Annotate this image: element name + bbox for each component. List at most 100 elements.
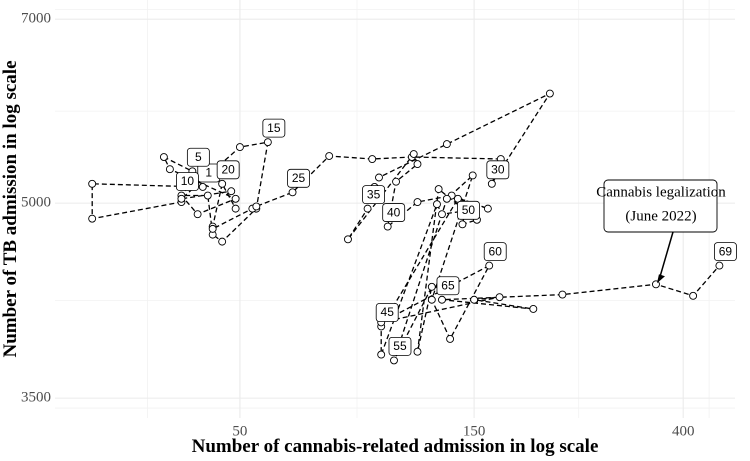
point bbox=[231, 194, 240, 203]
point-label: 20 bbox=[216, 160, 240, 180]
x-tick-label: 400 bbox=[672, 423, 695, 439]
point-label: 65 bbox=[436, 276, 460, 296]
point-label-text: 45 bbox=[381, 305, 395, 319]
point bbox=[413, 198, 422, 206]
point bbox=[288, 188, 297, 197]
y-tick-label: 5000 bbox=[21, 195, 51, 211]
point-label-box bbox=[186, 147, 210, 167]
point-label-text: 20 bbox=[221, 162, 235, 176]
point-label: 55 bbox=[388, 337, 412, 356]
x-tick-label: 50 bbox=[232, 423, 247, 439]
y-axis-title: Number of TB admission in log scale bbox=[0, 60, 21, 357]
annotation-arrowhead bbox=[656, 274, 665, 284]
point bbox=[375, 173, 383, 182]
point-label: 60 bbox=[483, 242, 507, 262]
point bbox=[203, 191, 212, 200]
point-label-box bbox=[362, 185, 385, 205]
point-label-box bbox=[388, 337, 412, 356]
point bbox=[545, 89, 554, 98]
point-label-box bbox=[382, 203, 406, 222]
point bbox=[231, 204, 240, 213]
point bbox=[438, 295, 446, 304]
point bbox=[442, 194, 451, 203]
point-label: 50 bbox=[457, 200, 480, 220]
point bbox=[218, 179, 227, 188]
point-label-box bbox=[375, 303, 399, 322]
point-label-text: 5 bbox=[195, 150, 202, 164]
point-label-text: 15 bbox=[267, 121, 281, 135]
point bbox=[263, 138, 272, 147]
point-label-box bbox=[457, 200, 480, 220]
point bbox=[427, 282, 436, 291]
point bbox=[409, 150, 418, 158]
point bbox=[495, 293, 504, 302]
x-axis-title: Number of cannabis-related admission in … bbox=[192, 436, 599, 457]
point-label: 69 bbox=[713, 242, 737, 262]
point bbox=[165, 165, 174, 174]
point bbox=[368, 155, 377, 163]
point bbox=[252, 202, 261, 211]
point bbox=[689, 291, 698, 300]
point bbox=[88, 179, 97, 188]
point bbox=[235, 143, 244, 152]
point bbox=[377, 350, 386, 359]
x-tick-label: 150 bbox=[463, 423, 486, 439]
point-label-text: 69 bbox=[719, 244, 733, 258]
annotation-text: Cannabis legalization bbox=[596, 184, 726, 200]
point-label-text: 10 bbox=[181, 174, 195, 188]
point bbox=[392, 177, 400, 186]
point bbox=[485, 261, 494, 270]
point bbox=[438, 210, 446, 219]
point-label-box bbox=[262, 118, 286, 138]
point-label: 15 bbox=[262, 118, 286, 138]
point-label-text: 1 bbox=[205, 166, 212, 180]
point-label: 5 bbox=[186, 147, 210, 167]
point-label: 25 bbox=[287, 168, 310, 188]
point bbox=[325, 152, 334, 160]
point-label-text: 40 bbox=[387, 205, 401, 219]
point bbox=[227, 187, 236, 196]
point-label-text: 55 bbox=[393, 339, 407, 353]
point bbox=[218, 237, 227, 246]
y-tick-label: 3500 bbox=[21, 390, 51, 406]
point-label-text: 60 bbox=[489, 244, 503, 258]
point bbox=[198, 183, 207, 191]
point-label-box bbox=[436, 276, 460, 296]
point bbox=[483, 204, 492, 213]
point bbox=[433, 200, 441, 209]
point bbox=[529, 305, 538, 313]
point-label: 45 bbox=[375, 303, 399, 322]
point bbox=[413, 347, 422, 356]
point-label-box bbox=[483, 242, 507, 262]
annotation-box bbox=[603, 179, 718, 233]
point-label-box bbox=[216, 160, 240, 180]
point bbox=[344, 235, 352, 244]
point bbox=[363, 204, 372, 213]
point-label-box bbox=[176, 172, 199, 191]
point-label: 10 bbox=[176, 172, 199, 191]
point bbox=[487, 179, 496, 188]
point bbox=[558, 290, 567, 299]
point-label: 35 bbox=[362, 185, 385, 205]
point-label-text: 30 bbox=[491, 162, 505, 176]
point-label: 30 bbox=[486, 160, 510, 180]
point bbox=[383, 222, 392, 231]
point bbox=[390, 356, 398, 365]
point bbox=[427, 295, 436, 304]
point bbox=[177, 194, 186, 203]
point bbox=[458, 220, 467, 229]
point bbox=[434, 185, 443, 194]
point-label-text: 65 bbox=[441, 278, 455, 292]
point bbox=[446, 335, 455, 343]
point bbox=[208, 224, 217, 233]
point bbox=[715, 261, 724, 270]
annotation-arrow bbox=[658, 231, 674, 281]
point-label: 40 bbox=[382, 203, 406, 222]
point-label-box bbox=[486, 160, 510, 180]
point bbox=[413, 160, 422, 169]
point bbox=[470, 295, 479, 304]
point-label-text: 50 bbox=[462, 203, 476, 217]
point-label-box bbox=[713, 242, 737, 262]
